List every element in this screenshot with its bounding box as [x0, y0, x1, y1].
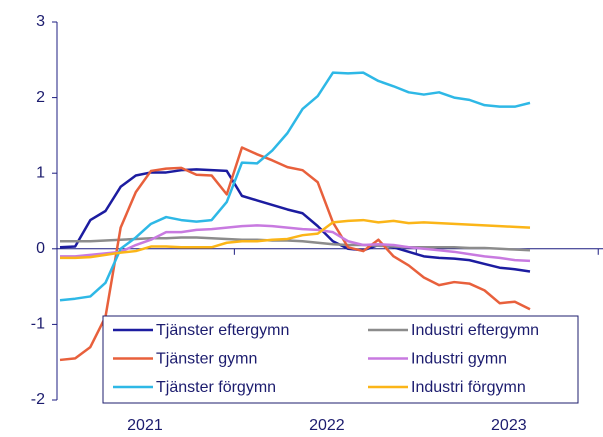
- legend-label: Tjänster förgymn: [156, 379, 276, 396]
- series-line: [60, 218, 531, 260]
- y-tick-label: -2: [31, 391, 45, 408]
- x-tick-label: 2023: [491, 417, 527, 434]
- legend: Tjänster eftergymn Industri eftergymn Tjän…: [102, 315, 579, 404]
- x-tick-label: 2022: [309, 417, 345, 434]
- series-line: [60, 236, 531, 252]
- series-line: [59, 146, 531, 362]
- legend-label: Industri eftergymn: [411, 322, 539, 339]
- series-line: [60, 224, 531, 263]
- series-line: [59, 71, 531, 302]
- legend-label: Industri förgymn: [411, 379, 526, 396]
- legend-label: Tjänster gymn: [156, 351, 257, 368]
- series-line: [59, 168, 531, 273]
- y-tick-label: 3: [36, 13, 45, 30]
- legend-box: [102, 315, 579, 404]
- legend-label: Tjänster eftergymn: [156, 322, 289, 339]
- y-tick-label: 2: [36, 89, 45, 106]
- y-tick-label: 1: [36, 164, 45, 181]
- x-tick-label: 2021: [127, 417, 163, 434]
- legend-label: Industri gymn: [411, 351, 507, 368]
- y-tick-label: 0: [36, 240, 45, 257]
- y-tick-label: -1: [31, 316, 45, 333]
